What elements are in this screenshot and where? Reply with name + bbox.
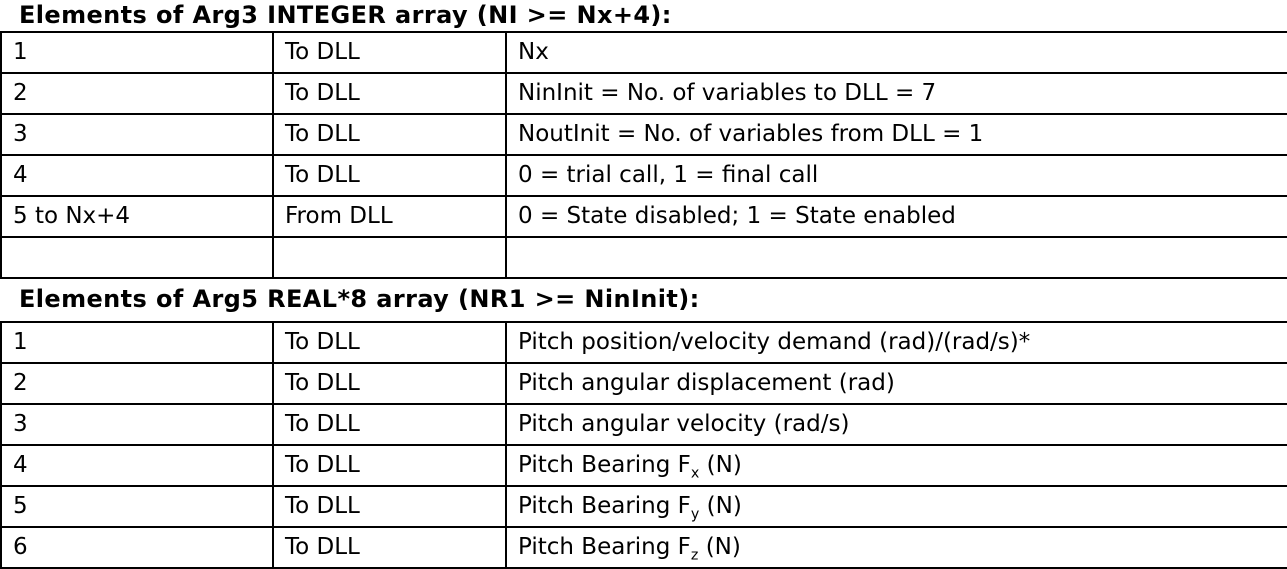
direction-cell: From DLL [272,195,507,238]
direction-cell: To DLL [272,154,507,197]
direction-cell: To DLL [272,321,507,364]
description-text: (N) [698,534,741,561]
description-cell: NoutInit = No. of variables from DLL = 1 [504,113,1287,156]
table-row: 2 To DLL NinInit = No. of variables to D… [0,72,1287,115]
table-row: 4 To DLL 0 = trial call, 1 = final call [0,154,1287,197]
direction-cell: To DLL [272,72,507,115]
element-cell: 4 [0,444,274,487]
table-row-empty [0,236,1287,279]
element-cell [0,236,274,279]
table-row: 4 To DLL Pitch Bearing Fx (N) [0,444,1287,487]
description-cell: Pitch position/velocity demand (rad)/(ra… [504,321,1287,364]
subscript-y: y [690,506,700,523]
element-cell: 1 [0,321,274,364]
description-cell: Pitch Bearing Fy (N) [504,485,1287,528]
description-cell: Nx [504,31,1287,74]
table-row: 1 To DLL Nx [0,31,1287,74]
description-text: (N) [699,452,742,479]
subscript-x: x [690,465,700,482]
direction-cell [272,236,507,279]
section-header-row: Elements of Arg5 REAL*8 array (NR1 >= Ni… [1,278,1287,323]
direction-cell: To DLL [272,403,507,446]
description-text: Pitch Bearing F [518,452,691,479]
description-cell: 0 = State disabled; 1 = State enabled [504,195,1287,238]
element-cell: 5 to Nx+4 [0,195,274,238]
table-row: 3 To DLL Pitch angular velocity (rad/s) [0,403,1287,446]
section-title: Elements of Arg5 REAL*8 array (NR1 >= Ni… [1,278,1287,323]
description-cell: NinInit = No. of variables to DLL = 7 [504,72,1287,115]
section-title: Elements of Arg3 INTEGER array (NI >= Nx… [1,0,1287,33]
description-cell: Pitch angular velocity (rad/s) [504,403,1287,446]
direction-cell: To DLL [272,113,507,156]
direction-cell: To DLL [272,526,507,569]
element-cell: 3 [0,113,274,156]
direction-cell: To DLL [272,485,507,528]
element-cell: 6 [0,526,274,569]
subscript-z: z [690,547,699,564]
table-row: 6 To DLL Pitch Bearing Fz (N) [0,526,1287,569]
table-row: 3 To DLL NoutInit = No. of variables fro… [0,113,1287,156]
direction-cell: To DLL [272,444,507,487]
element-cell: 1 [0,31,274,74]
element-cell: 3 [0,403,274,446]
element-cell: 4 [0,154,274,197]
description-cell [504,236,1287,279]
table-row: 1 To DLL Pitch position/velocity demand … [0,321,1287,364]
direction-cell: To DLL [272,362,507,405]
description-text: Pitch Bearing F [518,493,691,520]
description-cell: Pitch angular displacement (rad) [504,362,1287,405]
description-cell: Pitch Bearing Fx (N) [504,444,1287,487]
element-cell: 5 [0,485,274,528]
description-cell: Pitch Bearing Fz (N) [504,526,1287,569]
direction-cell: To DLL [272,31,507,74]
table-row: 2 To DLL Pitch angular displacement (rad… [0,362,1287,405]
description-text: Pitch Bearing F [518,534,691,561]
element-cell: 2 [0,362,274,405]
table-row: 5 to Nx+4 From DLL 0 = State disabled; 1… [0,195,1287,238]
description-text: (N) [699,493,742,520]
section-header-row: Elements of Arg3 INTEGER array (NI >= Nx… [1,0,1287,33]
element-cell: 2 [0,72,274,115]
description-cell: 0 = trial call, 1 = final call [504,154,1287,197]
table-row: 5 To DLL Pitch Bearing Fy (N) [0,485,1287,528]
